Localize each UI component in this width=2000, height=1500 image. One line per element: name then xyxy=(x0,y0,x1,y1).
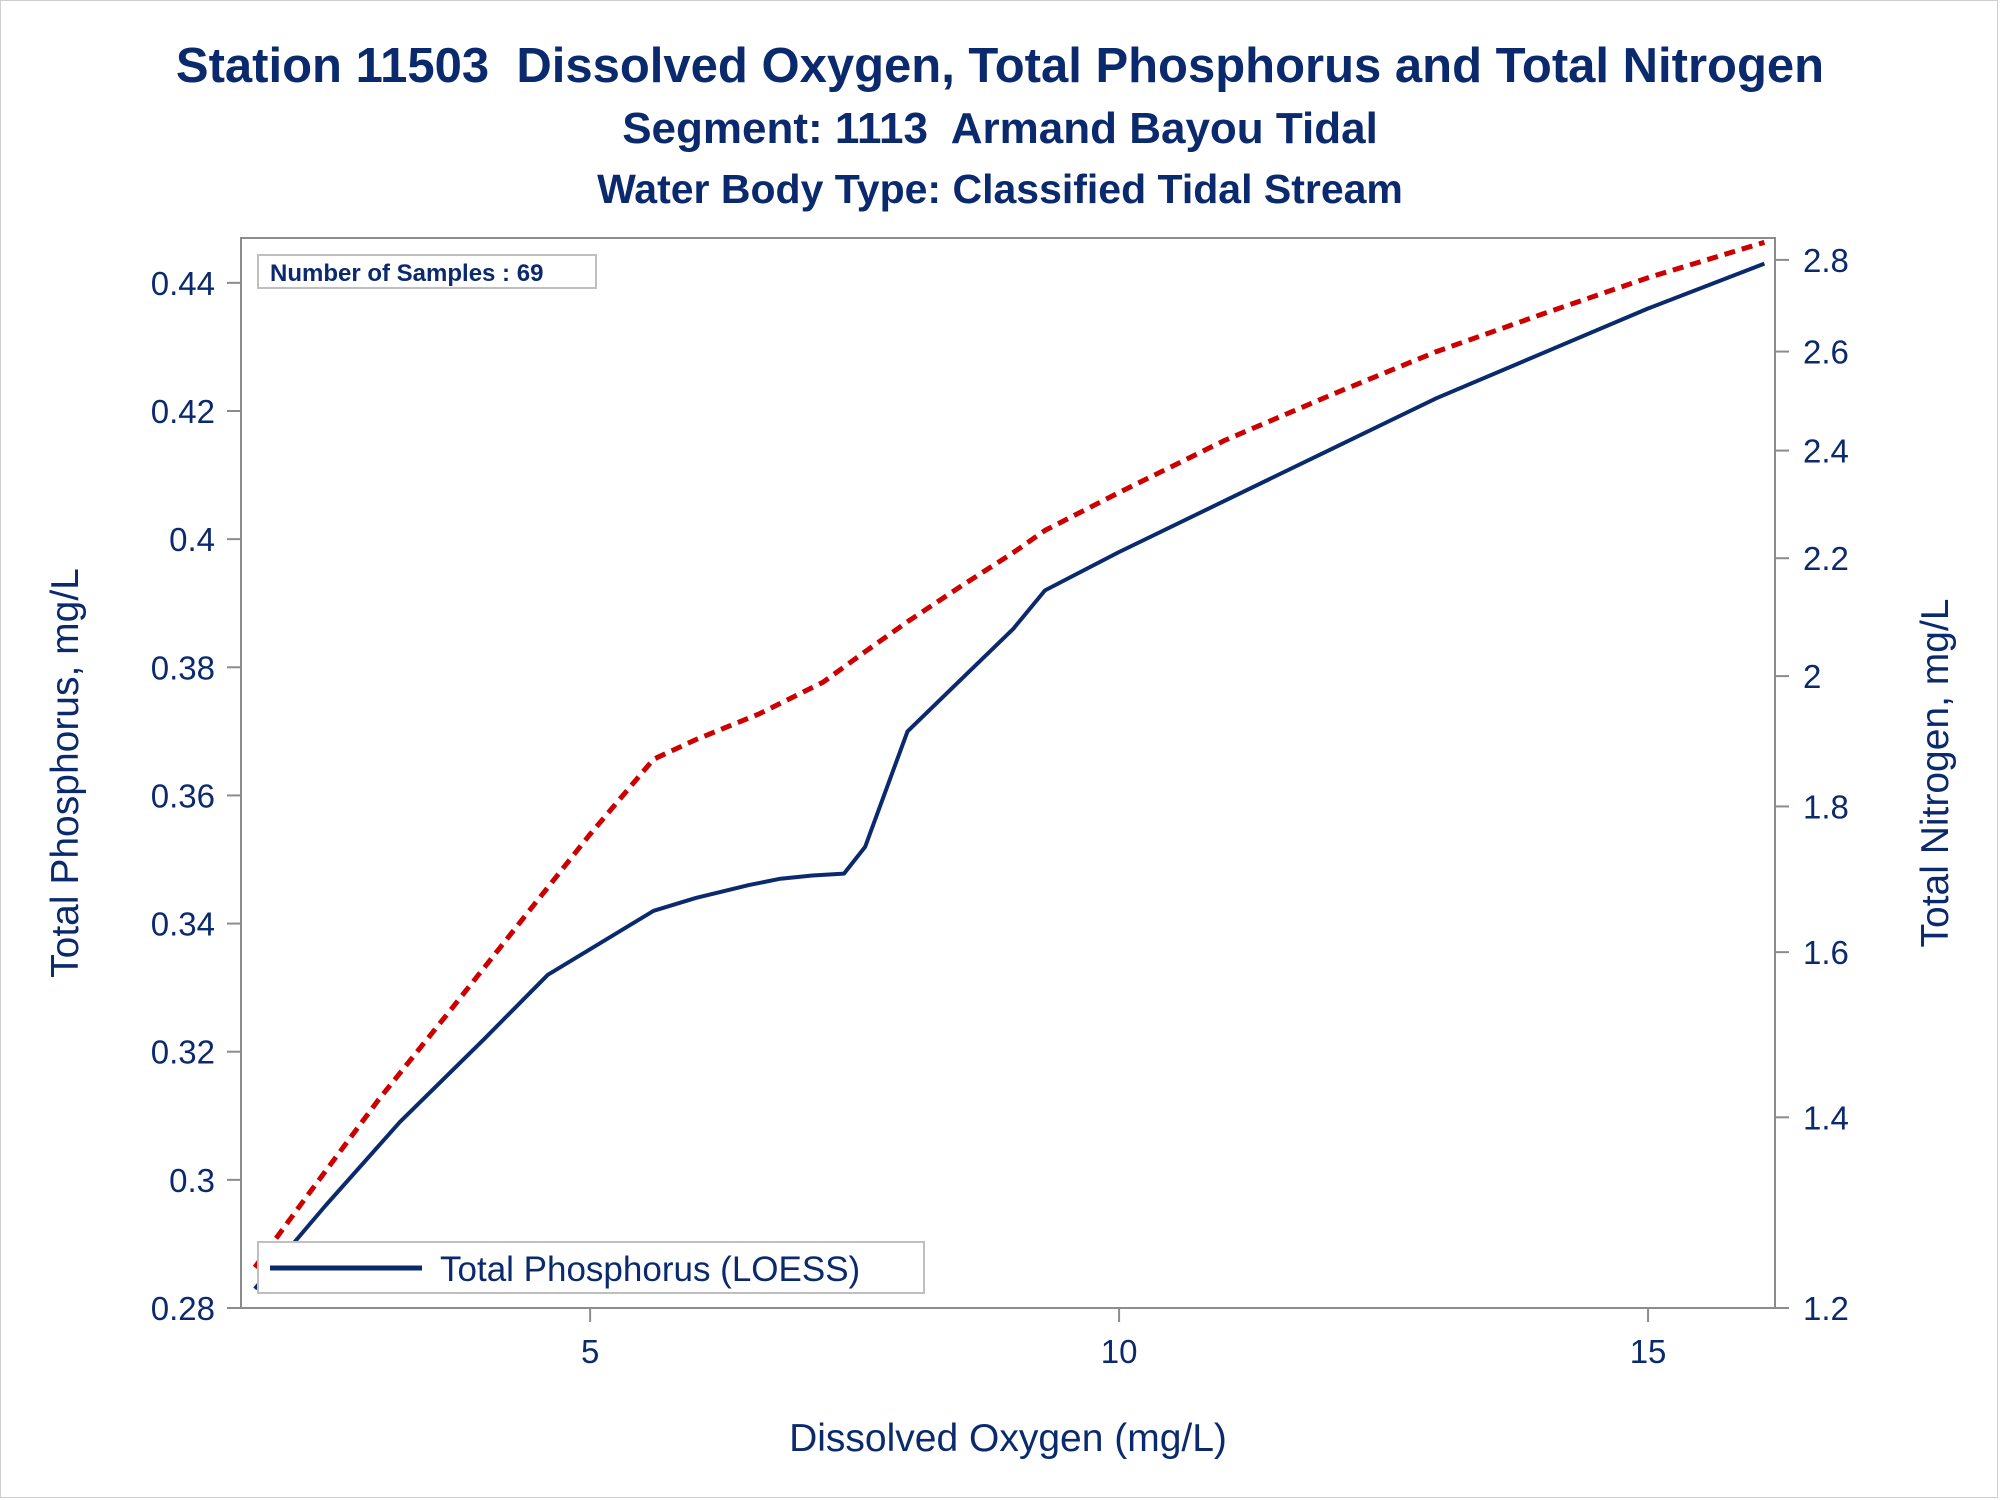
sample-count-text: Number of Samples : 69 xyxy=(270,260,543,287)
y2-tick-label: 2.4 xyxy=(1803,433,1849,470)
y2-tick-label: 1.6 xyxy=(1803,934,1849,971)
y-tick-label: 0.38 xyxy=(151,649,215,686)
y2-tick-label: 1.8 xyxy=(1803,788,1849,825)
series-layer xyxy=(252,239,1766,1291)
y-tick-label: 0.42 xyxy=(151,393,215,430)
chart-subtitle-segment: Segment: 1113 Armand Bayou Tidal xyxy=(622,104,1378,153)
y-tick-label: 0.36 xyxy=(151,777,215,814)
x-axis-label: Dissolved Oxygen (mg/L) xyxy=(789,1417,1227,1460)
legend-label-phosphorus: Total Phosphorus (LOESS) xyxy=(440,1250,860,1289)
sample-count-box: Number of Samples : 69 xyxy=(257,254,597,289)
x-axis: 5 10 15 xyxy=(581,1308,1666,1370)
series-line-total-phosphorus xyxy=(253,261,1766,1291)
x-tick-label: 10 xyxy=(1101,1333,1138,1370)
legend: Total Phosphorus (LOESS) xyxy=(257,1241,925,1294)
chart-title: Station 11503 Dissolved Oxygen, Total Ph… xyxy=(175,39,1825,93)
series-line-total-nitrogen xyxy=(252,239,1766,1269)
y2-tick-label: 2.8 xyxy=(1803,242,1849,279)
y-tick-label: 0.32 xyxy=(151,1034,215,1071)
y2-axis-label: Total Nitrogen, mg/L xyxy=(1914,598,1957,947)
y-tick-label: 0.44 xyxy=(151,265,215,302)
y2-tick-label: 2.2 xyxy=(1803,540,1849,577)
y2-tick-label: 2.6 xyxy=(1803,334,1849,371)
x-tick-label: 15 xyxy=(1630,1333,1667,1370)
y2-tick-label: 1.2 xyxy=(1803,1290,1849,1327)
y-tick-label: 0.3 xyxy=(169,1162,215,1199)
y-tick-label: 0.4 xyxy=(169,521,215,558)
plot-area xyxy=(240,237,1776,1309)
y-axis-label: Total Phosphorus, mg/L xyxy=(44,568,87,978)
y-tick-label: 0.34 xyxy=(151,906,215,943)
y2-tick-label: 1.4 xyxy=(1803,1099,1849,1136)
y-tick-label: 0.28 xyxy=(151,1290,215,1327)
y-axis-right: 1.2 1.4 1.6 1.8 2 2.2 2.4 2.6 2.8 xyxy=(1775,242,1849,1327)
y-axis-left: 0.28 0.3 0.32 0.34 0.36 0.38 0.4 0.42 0.44 xyxy=(151,265,241,1327)
x-tick-label: 5 xyxy=(581,1333,599,1370)
chart-subtitle-water-body: Water Body Type: Classified Tidal Stream xyxy=(597,166,1403,212)
y2-tick-label: 2 xyxy=(1803,658,1821,695)
